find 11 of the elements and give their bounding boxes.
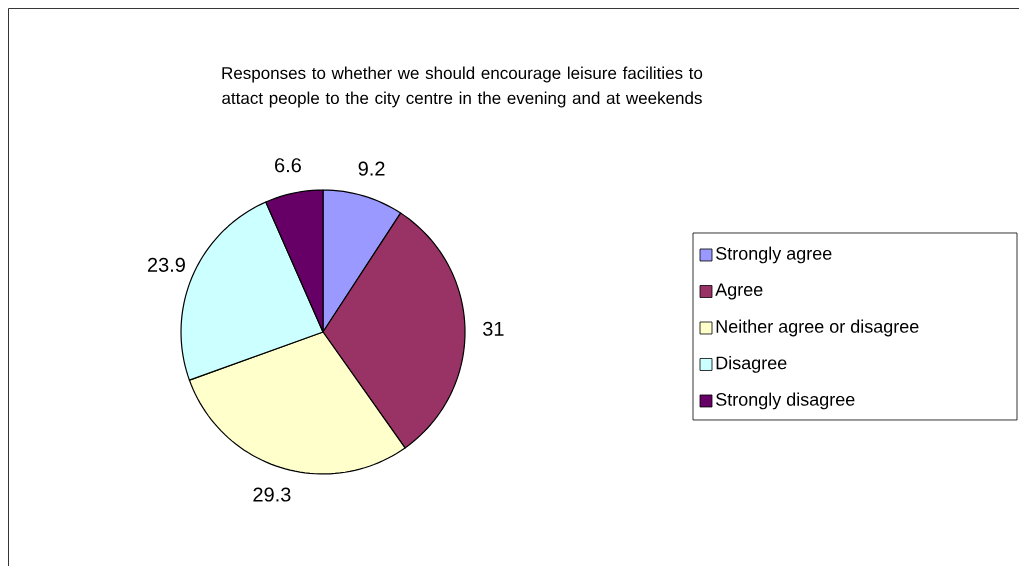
data-label: 29.3 (253, 487, 291, 502)
legend-label: Neither agree or disagree (716, 319, 919, 337)
chart-title: Responses to whether we should encourage leisure facilities to attact people to the city centre in the evening and at weekends (222, 66, 703, 108)
legend-label: Strongly agree (716, 246, 832, 264)
data-label: 9.2 (358, 161, 385, 176)
data-label: 31 (483, 321, 504, 336)
data-label: 23.9 (147, 257, 185, 272)
legend-label: Disagree (716, 356, 787, 373)
legend-label: Strongly disagree (716, 392, 855, 410)
legend-label: Agree (715, 283, 763, 300)
data-label: 6.6 (275, 158, 301, 173)
